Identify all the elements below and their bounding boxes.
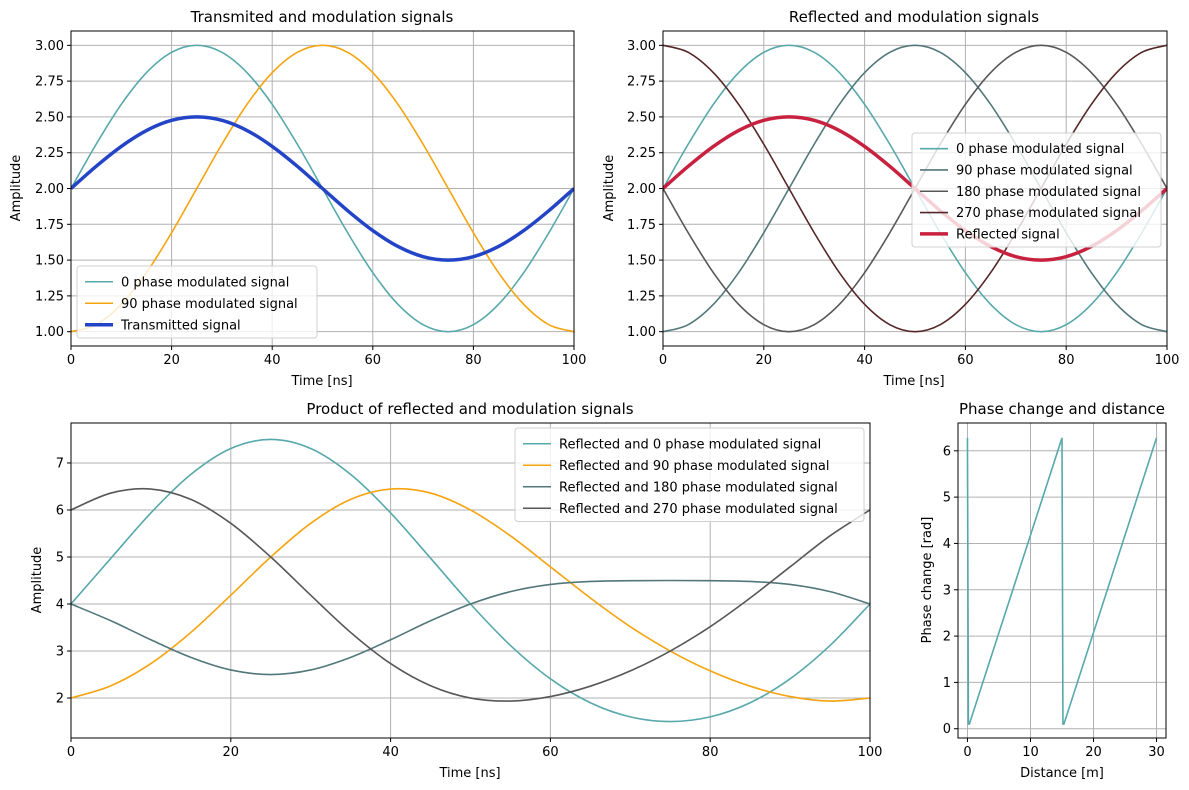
x-axis-label: Time [ns] (438, 766, 500, 781)
y-tick-label: 2 (943, 630, 951, 645)
x-tick-label: 20 (756, 353, 773, 368)
x-tick-label: 80 (702, 745, 719, 760)
series-line-2 (71, 579, 870, 676)
legend-label: Reflected and 0 phase modulated signal (559, 437, 821, 452)
legend-label: Reflected and 180 phase modulated signal (559, 480, 838, 495)
legend-label: 270 phase modulated signal (956, 206, 1141, 221)
x-tick-label: 0 (659, 353, 667, 368)
y-tick-label: 3.00 (627, 39, 656, 54)
y-tick-label: 1.75 (627, 218, 656, 233)
chart-reflected: Reflected and modulation signals Time [n… (602, 8, 1179, 389)
chart-title: Phase change and distance (959, 400, 1165, 418)
legend-label: Transmitted signal (120, 318, 241, 333)
series-line-2 (71, 115, 574, 262)
legend-box (911, 132, 1162, 248)
x-tick-label: 30 (1148, 745, 1165, 760)
legend-label: Reflected and 90 phase modulated signal (559, 459, 830, 474)
y-tick-label: 1.00 (627, 325, 656, 340)
chart-transmitted: Transmited and modulation signals Time [… (9, 8, 586, 389)
series-line-1 (663, 44, 1167, 333)
y-tick-label: 4 (56, 598, 64, 613)
legend-label: Reflected and 270 phase modulated signal (559, 502, 838, 517)
y-tick-label: 6 (943, 444, 951, 459)
y-tick-label: 2 (56, 692, 64, 707)
legend-box (76, 265, 318, 339)
x-tick-label: 60 (957, 353, 974, 368)
x-tick-label: 40 (856, 353, 873, 368)
y-tick-label: 6 (56, 503, 64, 518)
y-tick-label: 7 (56, 456, 64, 471)
legend-box (514, 427, 865, 522)
y-tick-label: 4 (943, 537, 951, 552)
x-tick-label: 80 (465, 353, 482, 368)
x-tick-label: 20 (1085, 745, 1102, 760)
legend-label: 0 phase modulated signal (121, 275, 289, 290)
y-tick-label: 3 (943, 583, 951, 598)
y-tick-label: 2.00 (35, 182, 64, 197)
x-tick-label: 100 (1155, 353, 1180, 368)
axes-frame (70, 422, 871, 739)
y-tick-label: 2.75 (627, 75, 656, 90)
chart-phase: Phase change and distance Distance [m] P… (920, 400, 1167, 781)
series-line-1 (71, 487, 870, 702)
x-tick-label: 40 (264, 353, 281, 368)
y-tick-label: 1.75 (35, 218, 64, 233)
x-tick-label: 60 (365, 353, 382, 368)
y-tick-label: 5 (56, 550, 64, 565)
y-tick-label: 2.25 (35, 146, 64, 161)
x-tick-label: 0 (67, 353, 75, 368)
x-tick-label: 80 (1058, 353, 1075, 368)
series-line-1 (71, 44, 574, 333)
x-tick-label: 40 (382, 745, 399, 760)
x-axis-label: Distance [m] (1020, 766, 1104, 781)
x-axis-label: Time [ns] (882, 374, 944, 389)
x-tick-label: 20 (223, 745, 240, 760)
legend-label: Reflected signal (956, 227, 1060, 242)
legend: 0 phase modulated signal 90 phase modulat… (911, 132, 1162, 248)
chart-title: Transmited and modulation signals (190, 8, 454, 26)
y-tick-label: 0 (943, 722, 951, 737)
y-tick-label: 2.75 (35, 75, 64, 90)
series-line-3 (71, 487, 870, 702)
x-axis-label: Time [ns] (290, 374, 352, 389)
series-line-3 (663, 44, 1167, 333)
y-tick-label: 2.50 (627, 110, 656, 125)
y-tick-label: 2.25 (627, 146, 656, 161)
y-tick-label: 2.50 (35, 110, 64, 125)
legend-label: 0 phase modulated signal (956, 142, 1124, 157)
legend: 0 phase modulated signal 90 phase modulat… (76, 265, 318, 339)
x-tick-label: 10 (1022, 745, 1039, 760)
series-line-0 (966, 437, 1158, 725)
y-tick-label: 3 (56, 645, 64, 660)
x-tick-label: 0 (67, 745, 75, 760)
x-tick-label: 0 (963, 745, 971, 760)
chart-product: Product of reflected and modulation sign… (30, 400, 882, 781)
x-tick-label: 100 (858, 745, 883, 760)
y-axis-label: Amplitude (602, 155, 617, 222)
y-tick-label: 1.25 (35, 289, 64, 304)
y-tick-label: 1.00 (35, 325, 64, 340)
x-tick-label: 100 (562, 353, 587, 368)
y-tick-label: 2.00 (627, 182, 656, 197)
legend: Reflected and 0 phase modulated signal Re… (514, 427, 865, 522)
legend-label: 180 phase modulated signal (956, 185, 1141, 200)
legend-label: 90 phase modulated signal (956, 163, 1133, 178)
x-tick-label: 20 (163, 353, 180, 368)
y-tick-label: 1.50 (627, 254, 656, 269)
legend-label: 90 phase modulated signal (121, 297, 298, 312)
x-tick-label: 60 (542, 745, 559, 760)
y-tick-label: 5 (943, 491, 951, 506)
y-axis-label: Phase change [rad] (920, 517, 935, 644)
chart-title: Product of reflected and modulation sign… (306, 400, 633, 418)
y-tick-label: 1.25 (627, 289, 656, 304)
axes-frame (957, 422, 1167, 739)
y-axis-label: Amplitude (9, 155, 24, 222)
y-tick-label: 1.50 (35, 254, 64, 269)
y-axis-label: Amplitude (30, 547, 45, 614)
y-tick-label: 3.00 (35, 39, 64, 54)
chart-title: Reflected and modulation signals (789, 8, 1039, 26)
y-tick-label: 1 (943, 676, 951, 691)
